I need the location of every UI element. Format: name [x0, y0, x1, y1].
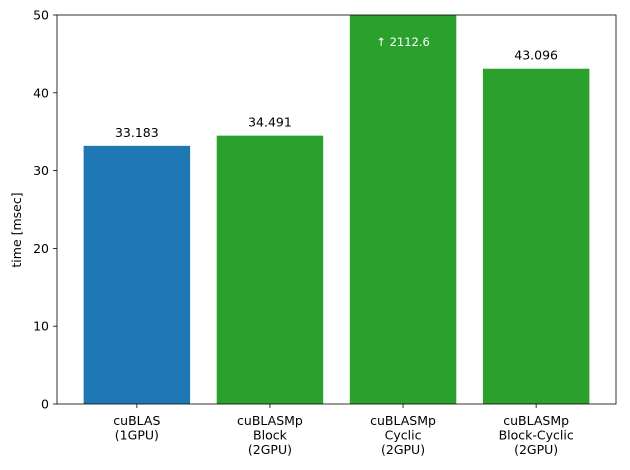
y-tick-label-30: 30 — [33, 163, 49, 178]
data-label-2: 34.491 — [248, 115, 292, 130]
bar-4 — [482, 68, 590, 404]
y-tick-label-50: 50 — [33, 8, 49, 23]
data-label-4: 43.096 — [514, 48, 558, 63]
axes-group: cuBLAS (1GPU) cuBLASMp Block (2GPU) cuBLASMp C… — [33, 8, 617, 457]
x-tick-label-3: cuBLASMp Cyclic (2GPU) — [370, 413, 436, 457]
bar-1 — [83, 145, 191, 405]
bar-3 — [349, 15, 457, 404]
x-tick-label-1: cuBLAS (1GPU) — [113, 413, 160, 443]
data-labels-group: 33.183 34.491 ↑ 2112.6 43.096 — [115, 35, 558, 140]
y-tick-label-0: 0 — [41, 397, 49, 412]
y-tick-label-40: 40 — [33, 85, 49, 100]
bars-group — [83, 15, 590, 405]
data-label-1: 33.183 — [115, 125, 159, 140]
bar-2 — [216, 135, 324, 404]
y-tick-label-20: 20 — [33, 241, 49, 256]
y-axis-label: time [msec] — [9, 192, 24, 267]
y-tick-label-10: 10 — [33, 319, 49, 334]
x-tick-label-4: cuBLASMp Block-Cyclic (2GPU) — [499, 413, 574, 457]
plot-frame — [56, 14, 617, 405]
data-label-3: ↑ 2112.6 — [376, 35, 430, 49]
x-tick-label-2: cuBLASMp Block (2GPU) — [237, 413, 303, 457]
